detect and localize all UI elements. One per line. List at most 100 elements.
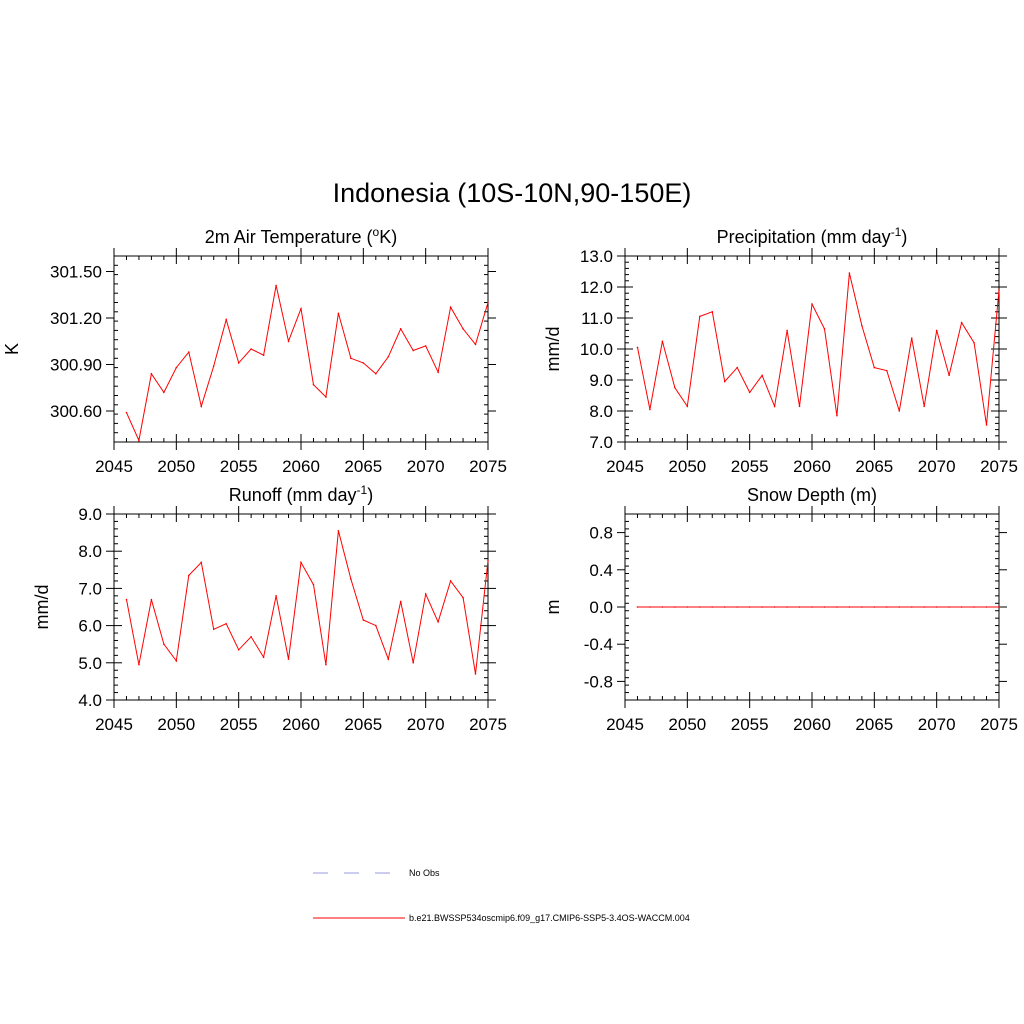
x-tick-label: 2055 [220, 457, 258, 476]
data-point [300, 561, 302, 564]
data-point [212, 365, 215, 367]
data-point [711, 606, 714, 608]
y-tick-label: 5.0 [78, 654, 102, 673]
data-point [898, 606, 901, 608]
x-tick-label: 2075 [980, 715, 1018, 734]
y-tick-label: 9.0 [78, 505, 102, 524]
data-point [998, 289, 1000, 291]
y-axis-label: mm/d [32, 585, 52, 630]
data-point [761, 374, 763, 377]
data-point [300, 307, 302, 310]
data-point [786, 606, 788, 608]
data-point [125, 411, 128, 414]
x-tick-label: 2065 [855, 457, 893, 476]
data-point [661, 606, 664, 608]
y-tick-label: 13.0 [580, 247, 613, 266]
data-point [412, 662, 415, 664]
data-point [375, 624, 377, 627]
data-point [649, 408, 651, 411]
data-point [686, 405, 689, 408]
x-tick-label: 2060 [282, 457, 320, 476]
data-point [748, 606, 751, 608]
data-point [823, 606, 826, 608]
data-point [437, 371, 439, 374]
y-tick-label: 4.0 [78, 691, 102, 710]
data-point [175, 660, 178, 662]
data-point [150, 373, 153, 375]
data-point [711, 311, 714, 313]
data-point [312, 583, 315, 586]
x-tick-label: 2075 [469, 457, 507, 476]
y-axis-label: mm/d [543, 327, 563, 372]
series-line [126, 285, 489, 443]
data-point [462, 328, 464, 330]
x-tick-label: 2045 [95, 715, 133, 734]
data-point [387, 658, 390, 660]
data-point [723, 606, 726, 608]
chart-panel-precip: Precipitation (mm day-1) 2045 2050 2055 2060… [543, 225, 1018, 476]
panel-title: Snow Depth (m) [747, 485, 877, 505]
data-point [487, 559, 489, 562]
data-point [861, 606, 863, 608]
data-point [200, 405, 203, 408]
x-tick-label: 2070 [918, 715, 956, 734]
data-point [362, 619, 365, 621]
data-point [399, 328, 402, 330]
x-tick-label: 2060 [282, 715, 320, 734]
y-tick-label: 0.4 [589, 561, 613, 580]
data-point [449, 306, 452, 308]
data-point [424, 345, 427, 347]
data-point [188, 351, 190, 353]
data-point [836, 414, 838, 417]
data-point [138, 439, 140, 442]
data-point [275, 284, 277, 287]
data-point [886, 369, 888, 372]
data-point [262, 354, 265, 357]
data-point [773, 606, 776, 608]
x-tick-label: 2065 [855, 715, 893, 734]
data-point [823, 328, 826, 330]
y-tick-label: 7.0 [78, 579, 102, 598]
data-point [636, 346, 639, 349]
legend: No Obs b.e21.BWSSP534oscmip6.f09_g17.CMIP… [313, 868, 690, 923]
series-line [126, 530, 489, 675]
data-point [474, 343, 477, 346]
data-point [773, 405, 776, 408]
y-tick-label: 7.0 [589, 433, 613, 452]
y-tick-label: 6.0 [78, 617, 102, 636]
data-point [811, 606, 813, 608]
data-point [325, 396, 327, 398]
figure-title: Indonesia (10S-10N,90-150E) [333, 178, 692, 208]
data-point [910, 606, 913, 608]
data-point [262, 656, 265, 659]
data-point [237, 648, 240, 651]
data-point [474, 673, 477, 675]
x-tick-label: 2050 [668, 457, 706, 476]
x-tick-label: 2055 [731, 715, 769, 734]
data-point [686, 606, 689, 608]
data-point [798, 405, 801, 408]
data-point [449, 580, 452, 582]
panel-title: Precipitation (mm day-1) [717, 225, 908, 247]
data-point [910, 337, 913, 339]
data-point [674, 606, 676, 608]
y-tick-label: 8.0 [78, 542, 102, 561]
y-tick-label: 9.0 [589, 371, 613, 390]
data-point [674, 386, 676, 389]
data-point [375, 373, 377, 375]
data-point [250, 348, 252, 350]
y-tick-label: 8.0 [589, 402, 613, 421]
data-point [723, 380, 726, 383]
data-point [960, 606, 963, 608]
data-point [250, 635, 252, 638]
data-point [312, 383, 315, 386]
x-tick-label: 2075 [469, 715, 507, 734]
y-tick-label: 0.0 [589, 598, 613, 617]
x-tick-label: 2065 [344, 715, 382, 734]
x-tick-label: 2055 [220, 715, 258, 734]
data-point [848, 272, 851, 274]
data-point [661, 340, 664, 343]
chart-panel-snow: Snow Depth (m) 2045 2050 2055 2060 2065 2070 20… [543, 485, 1018, 734]
data-point [998, 606, 1000, 608]
data-point [923, 405, 925, 408]
